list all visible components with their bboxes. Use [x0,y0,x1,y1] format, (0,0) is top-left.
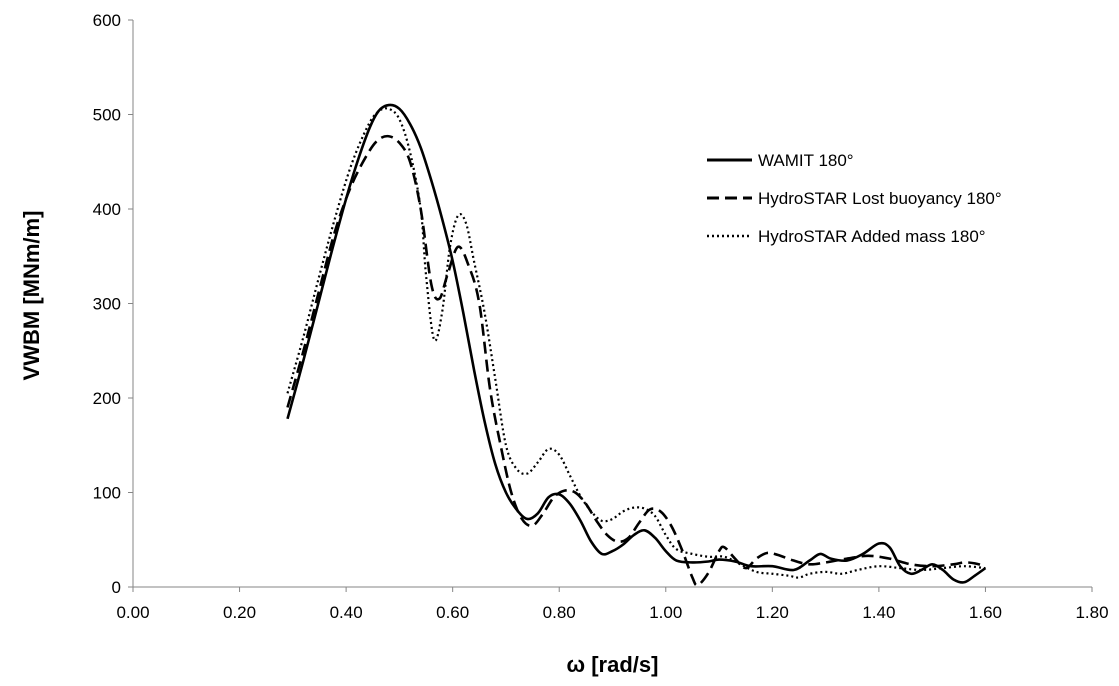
y-tick-label: 100 [93,484,121,503]
y-tick-label: 300 [93,295,121,314]
x-tick-label: 0.40 [330,603,363,622]
y-tick-label: 600 [93,11,121,30]
x-tick-label: 1.00 [649,603,682,622]
x-tick-label: 0.00 [116,603,149,622]
legend-label-3: HydroSTAR Added mass 180° [758,227,986,246]
y-tick-label: 0 [112,578,121,597]
x-tick-label: 0.20 [223,603,256,622]
y-tick-label: 500 [93,106,121,125]
axes [132,20,1092,588]
x-tick-label: 1.40 [862,603,895,622]
y-tick-label: 200 [93,389,121,408]
x-tick-label: 1.20 [756,603,789,622]
y-axis-ticks: 0 100 200 300 400 500 600 [93,11,133,597]
x-axis-title: ω [rad/s] [567,652,659,677]
x-tick-label: 0.60 [436,603,469,622]
x-axis-ticks: 0.00 0.20 0.40 0.60 0.80 1.00 1.20 1.40 1.60 1.80 [116,587,1109,622]
y-tick-label: 400 [93,200,121,219]
legend: WAMIT 180° HydroSTAR Lost buoyancy 180° Hy… [707,151,1002,246]
x-tick-label: 0.80 [543,603,576,622]
x-tick-label: 1.60 [969,603,1002,622]
series-line-3 [286,107,986,579]
series-line-1 [286,103,987,584]
legend-label-1: WAMIT 180° [758,151,854,170]
series-layer [286,103,987,587]
series-line-2 [286,134,986,587]
x-tick-label: 1.80 [1075,603,1108,622]
legend-label-2: HydroSTAR Lost buoyancy 180° [758,189,1002,208]
y-axis-title: VWBM [MNm/m] [19,211,44,381]
